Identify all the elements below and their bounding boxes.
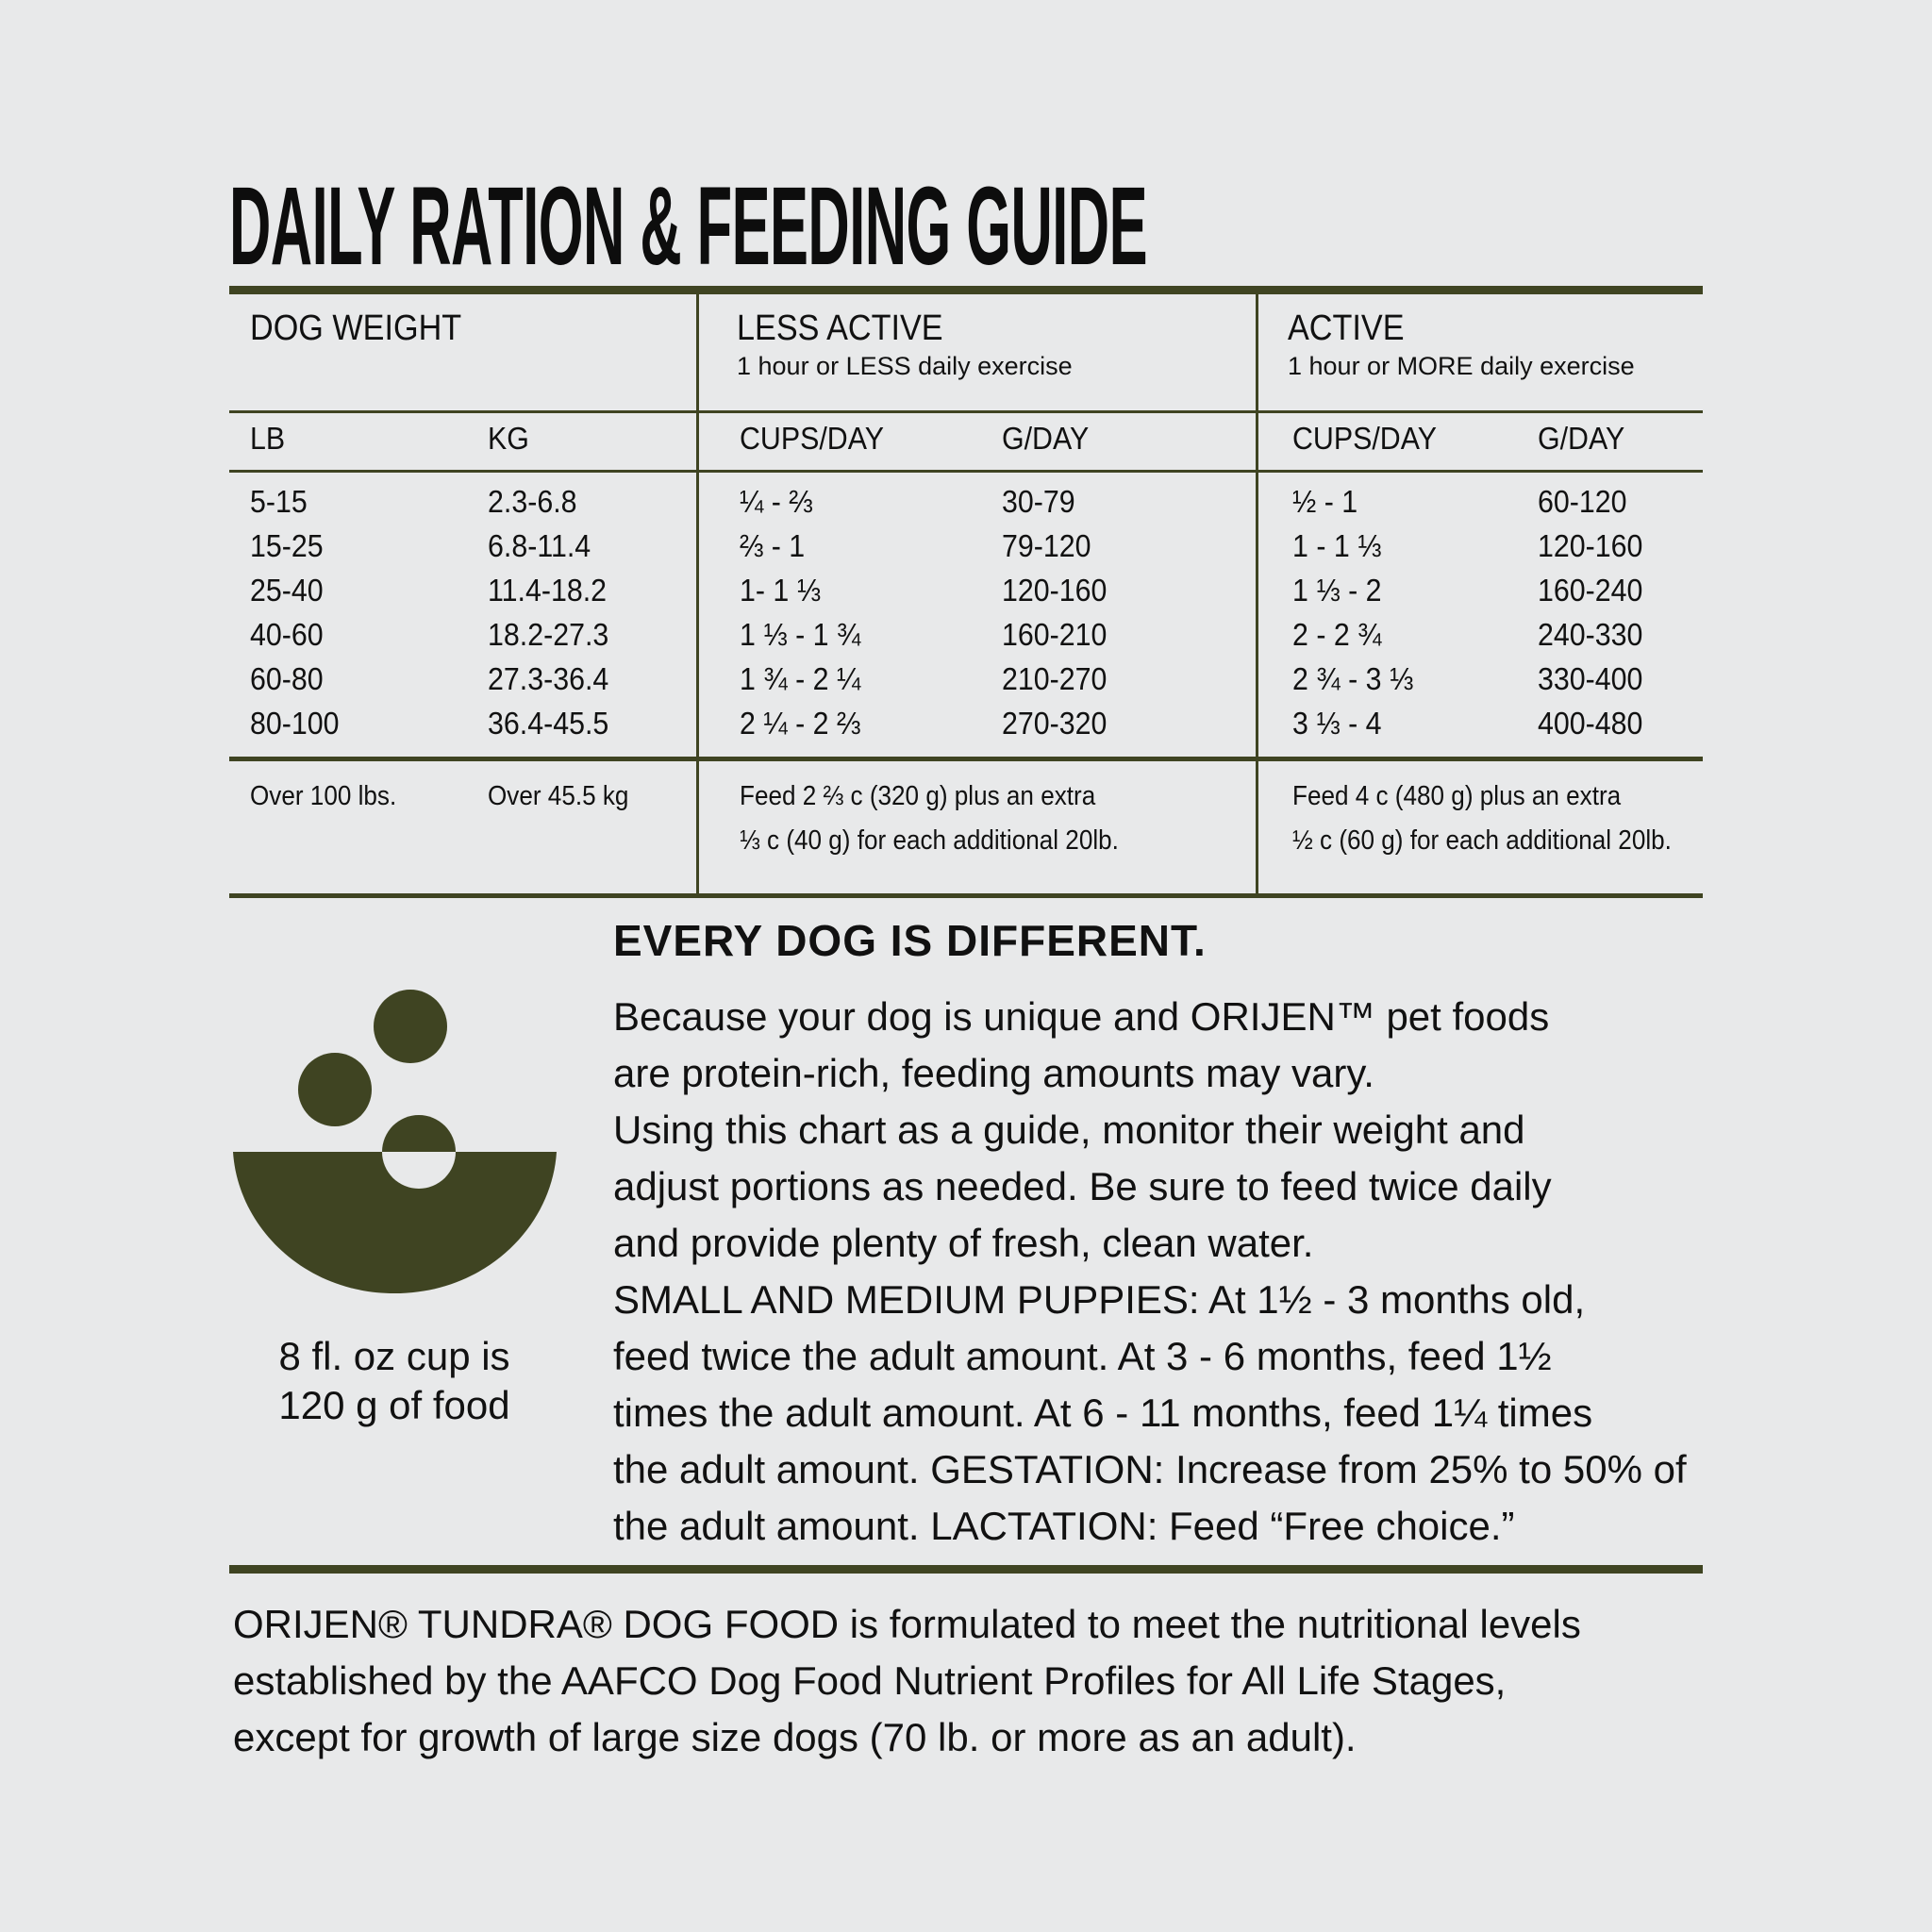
text-line: times the adult amount. At 6 - 11 months… — [613, 1391, 1593, 1435]
table-cell: 18.2-27.3 — [488, 617, 609, 652]
column-header: LB — [250, 421, 286, 456]
text-line: established by the AAFCO Dog Food Nutrie… — [233, 1658, 1507, 1703]
over-lb: Over 100 lbs. — [250, 781, 397, 811]
cup-caption-line: 8 fl. oz cup is — [278, 1334, 510, 1378]
text-line: ORIJEN® TUNDRA® DOG FOOD is formulated t… — [233, 1602, 1581, 1646]
table-cell: 1 ⅓ - 1 ¾ — [740, 617, 861, 652]
group-dog-weight: DOG WEIGHT — [250, 308, 462, 348]
group-active-sub: 1 hour or MORE daily exercise — [1288, 352, 1635, 380]
column-header: CUPS/DAY — [740, 421, 884, 456]
column-divider — [696, 290, 699, 898]
table-cell: ⅔ - 1 — [740, 528, 806, 563]
table-cell: 2.3-6.8 — [488, 484, 577, 519]
table-cell: 240-330 — [1538, 617, 1643, 652]
text-line: adjust portions as needed. Be sure to fe… — [613, 1164, 1552, 1208]
table-cell: 79-120 — [1002, 528, 1091, 563]
kibble-icon — [374, 990, 447, 1063]
table-cell: 30-79 — [1002, 484, 1075, 519]
every-dog-heading: EVERY DOG IS DIFFERENT. — [613, 916, 1207, 965]
text-line: the adult amount. GESTATION: Increase fr… — [613, 1447, 1687, 1491]
table-cell: 2 ¼ - 2 ⅔ — [740, 706, 861, 741]
divider — [229, 410, 1703, 413]
column-header: CUPS/DAY — [1292, 421, 1437, 456]
table-cell: 330-400 — [1538, 661, 1643, 696]
table-cell: 400-480 — [1538, 706, 1643, 741]
group-active: ACTIVE — [1288, 308, 1405, 348]
over-less-active-2: ⅓ c (40 g) for each additional 20lb. — [740, 825, 1119, 856]
table-cell: 120-160 — [1002, 573, 1108, 608]
over-kg: Over 45.5 kg — [488, 781, 629, 811]
divider — [229, 470, 1703, 473]
table-cell: 40-60 — [250, 617, 324, 652]
over-less-active-1: Feed 2 ⅔ c (320 g) plus an extra — [740, 781, 1096, 811]
cup-caption: 8 fl. oz cup is 120 g of food — [253, 1332, 536, 1430]
table-cell: 1 - 1 ⅓ — [1292, 528, 1382, 563]
cup-caption-line: 120 g of food — [278, 1383, 510, 1427]
divider — [229, 757, 1703, 761]
table-cell: 25-40 — [250, 573, 324, 608]
divider — [229, 893, 1703, 898]
table-cell: 160-210 — [1002, 617, 1108, 652]
table-cell: 27.3-36.4 — [488, 661, 609, 696]
column-header: G/DAY — [1538, 421, 1625, 456]
table-cell: 1 ¾ - 2 ¼ — [740, 661, 861, 696]
table-cell: 15-25 — [250, 528, 324, 563]
table-cell: 11.4-18.2 — [488, 573, 608, 608]
column-header: G/DAY — [1002, 421, 1090, 456]
table-cell: 270-320 — [1002, 706, 1108, 741]
table-cell: 3 ⅓ - 4 — [1292, 706, 1382, 741]
aafco-statement: ORIJEN® TUNDRA® DOG FOOD is formulated t… — [233, 1596, 1581, 1766]
text-line: Because your dog is unique and ORIJEN™ p… — [613, 994, 1550, 1039]
kibble-icon — [382, 1115, 456, 1152]
kibble-icon — [298, 1053, 372, 1126]
column-header: KG — [488, 421, 529, 456]
text-line: SMALL AND MEDIUM PUPPIES: At 1½ - 3 mont… — [613, 1277, 1586, 1322]
footer-rule — [229, 1565, 1703, 1574]
table-cell: 5-15 — [250, 484, 308, 519]
over-active-1: Feed 4 c (480 g) plus an extra — [1292, 781, 1622, 811]
table-cell: 60-80 — [250, 661, 324, 696]
table-cell: 120-160 — [1538, 528, 1643, 563]
text-line: feed twice the adult amount. At 3 - 6 mo… — [613, 1334, 1552, 1378]
group-less-active: LESS ACTIVE — [737, 308, 943, 348]
table-cell: 6.8-11.4 — [488, 528, 591, 563]
table-cell: 36.4-45.5 — [488, 706, 609, 741]
table-cell: 1- 1 ⅓ — [740, 573, 822, 608]
table-cell: 60-120 — [1538, 484, 1627, 519]
text-line: except for growth of large size dogs (70… — [233, 1715, 1357, 1759]
column-divider — [1256, 290, 1258, 898]
every-dog-text: Because your dog is unique and ORIJEN™ p… — [613, 989, 1687, 1555]
over-active-2: ½ c (60 g) for each additional 20lb. — [1292, 825, 1672, 856]
table-top-rule — [229, 286, 1703, 294]
text-line: are protein-rich, feeding amounts may va… — [613, 1051, 1374, 1095]
text-line: the adult amount. LACTATION: Feed “Free … — [613, 1504, 1515, 1548]
page-title: DAILY RATION & FEEDING GUIDE — [229, 164, 1148, 289]
table-cell: 80-100 — [250, 706, 340, 741]
table-cell: 210-270 — [1002, 661, 1108, 696]
text-line: Using this chart as a guide, monitor the… — [613, 1108, 1525, 1152]
table-cell: 160-240 — [1538, 573, 1643, 608]
table-cell: ¼ - ⅔ — [740, 484, 813, 519]
food-bowl-icon — [233, 990, 557, 1293]
text-line: and provide plenty of fresh, clean water… — [613, 1221, 1314, 1265]
table-cell: 1 ⅓ - 2 — [1292, 573, 1382, 608]
group-less-active-sub: 1 hour or LESS daily exercise — [737, 352, 1073, 380]
table-cell: ½ - 1 — [1292, 484, 1358, 519]
table-cell: 2 - 2 ¾ — [1292, 617, 1382, 652]
table-cell: 2 ¾ - 3 ⅓ — [1292, 661, 1414, 696]
